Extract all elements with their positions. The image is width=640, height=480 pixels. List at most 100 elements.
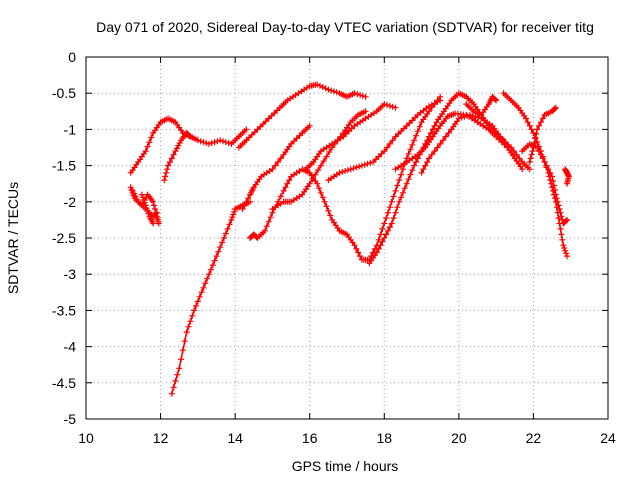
data-point [268, 112, 275, 119]
data-point [348, 125, 355, 132]
data-point [526, 166, 533, 173]
y-tick-label: -5 [64, 411, 77, 427]
data-point [217, 244, 224, 251]
data-point [152, 206, 158, 212]
data-point [336, 169, 343, 176]
data-point [385, 227, 391, 234]
x-tick-label: 14 [227, 430, 243, 446]
data-point [398, 171, 405, 178]
data-point [437, 140, 444, 147]
data-point [314, 81, 321, 88]
data-point [564, 253, 570, 260]
data-point [375, 245, 382, 252]
data-point [353, 245, 360, 252]
data-point [381, 148, 388, 155]
data-point [545, 166, 552, 173]
data-point [396, 198, 403, 205]
data-point [351, 242, 358, 249]
data-point [560, 242, 567, 249]
data-point [534, 126, 541, 133]
data-point [392, 104, 399, 111]
data-point [181, 338, 188, 345]
data-point [277, 155, 284, 162]
data-point [558, 231, 565, 238]
data-point [239, 206, 246, 212]
data-point [327, 212, 334, 219]
data-point [562, 247, 569, 254]
data-point [526, 122, 533, 129]
data-point [186, 132, 193, 139]
data-point [150, 220, 157, 227]
data-point [392, 187, 399, 194]
data-point [319, 194, 326, 201]
data-point [496, 133, 503, 140]
data-point [170, 384, 177, 391]
data-point [228, 216, 235, 223]
data-point [316, 185, 322, 192]
data-point [361, 161, 368, 168]
data-point [142, 202, 149, 209]
data-point [440, 137, 446, 144]
data-point [323, 153, 330, 160]
data-point [563, 250, 570, 257]
data-point [547, 169, 554, 176]
data-point [176, 365, 183, 372]
data-point [345, 128, 352, 135]
data-point [274, 107, 281, 114]
data-point [153, 209, 160, 216]
data-point [191, 307, 198, 314]
data-point [383, 215, 390, 222]
data-point [168, 155, 175, 162]
data-point [351, 90, 358, 97]
data-point [528, 126, 535, 133]
data-point [426, 155, 432, 162]
data-point [390, 193, 397, 200]
data-point [207, 266, 214, 273]
data-point [243, 126, 250, 133]
data-point [344, 167, 351, 174]
data-point [262, 118, 269, 125]
data-point [356, 163, 363, 170]
data-point [187, 318, 194, 325]
data-point [353, 164, 360, 171]
data-point [431, 122, 438, 129]
data-point [165, 162, 171, 169]
data-point [217, 137, 224, 144]
data-point [428, 151, 435, 158]
data-point [556, 206, 563, 212]
data-point [552, 191, 559, 198]
data-point [150, 198, 157, 205]
data-point [412, 114, 418, 121]
data-point [325, 207, 332, 214]
data-point [354, 91, 361, 98]
data-point [263, 223, 270, 230]
data-point [309, 176, 316, 183]
data-point [206, 271, 212, 278]
data-point [552, 104, 559, 111]
data-point [343, 130, 350, 137]
data-point [516, 155, 523, 162]
data-point [551, 187, 558, 193]
data-point [370, 159, 377, 165]
data-point [400, 125, 407, 132]
y-tick-label: -0.5 [52, 85, 76, 101]
x-tick-label: 16 [302, 430, 318, 446]
data-point [178, 356, 185, 363]
data-point [357, 253, 363, 260]
data-point [245, 195, 252, 202]
data-point [564, 216, 570, 223]
data-point [214, 138, 221, 145]
data-point [434, 144, 441, 151]
data-point [388, 220, 395, 227]
data-point [386, 224, 393, 231]
series-arc-14 [392, 110, 526, 173]
data-point [557, 225, 564, 232]
data-point [379, 225, 386, 232]
data-point [127, 184, 134, 191]
data-point [536, 122, 542, 129]
data-point [406, 120, 413, 127]
data-point [461, 113, 468, 120]
data-point [143, 205, 150, 212]
data-point [246, 134, 253, 141]
data-point [407, 171, 414, 178]
